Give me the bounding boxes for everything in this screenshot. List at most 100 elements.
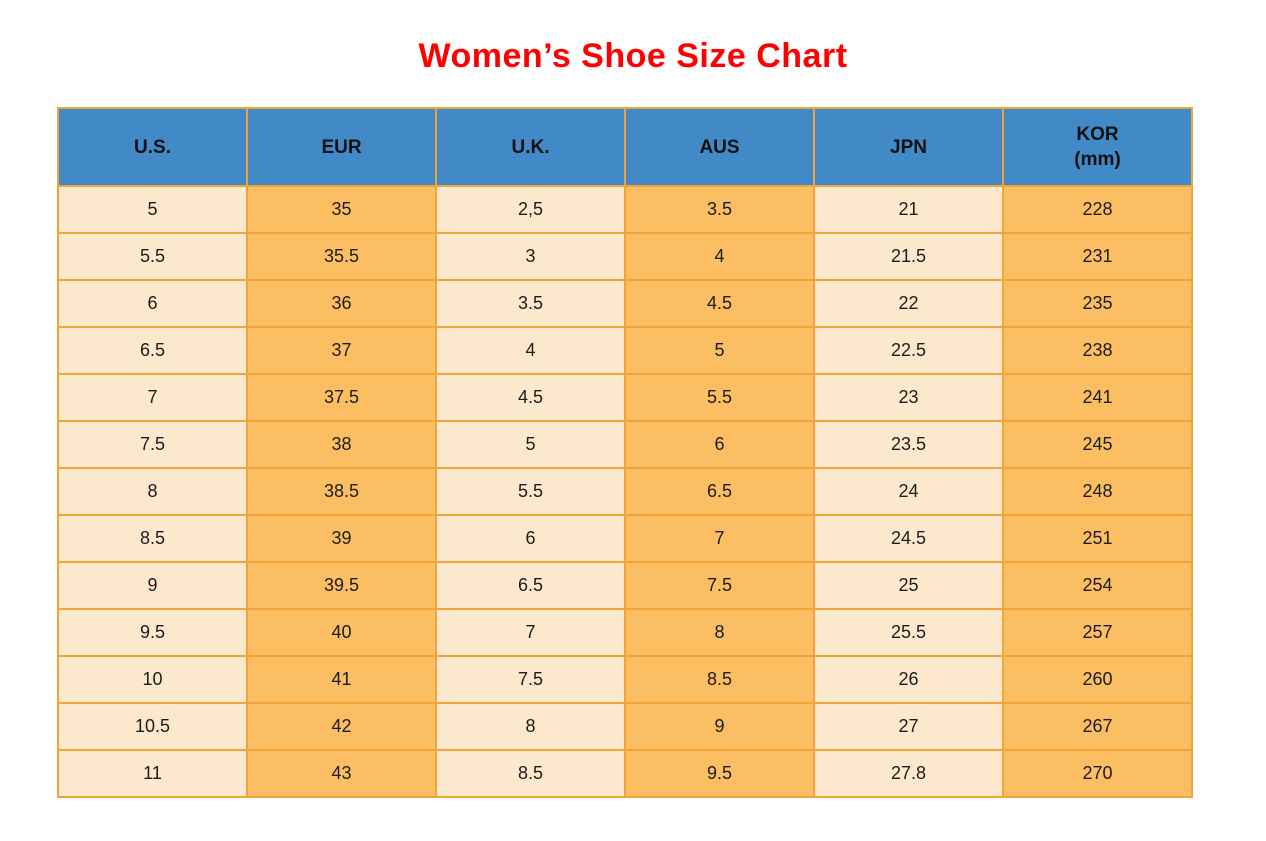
table-cell: 27	[813, 702, 1004, 751]
table-cell: 35.5	[246, 232, 437, 281]
table-cell: 6.5	[57, 326, 248, 375]
table-cell: 4.5	[624, 279, 815, 328]
table-cell: 5	[624, 326, 815, 375]
table-cell: 38	[246, 420, 437, 469]
table-cell: 231	[1002, 232, 1193, 281]
table-row: 5 35 2,5 3.5 21 228	[57, 185, 1193, 234]
table-cell: 39	[246, 514, 437, 563]
table-row: 6.5 37 4 5 22.5 238	[57, 326, 1193, 375]
table-row: 7.5 38 5 6 23.5 245	[57, 420, 1193, 469]
table-cell: 22	[813, 279, 1004, 328]
table-cell: 5	[435, 420, 626, 469]
table-row: 11 43 8.5 9.5 27.8 270	[57, 749, 1193, 798]
table-cell: 8.5	[624, 655, 815, 704]
table-cell: 23	[813, 373, 1004, 422]
table-cell: 36	[246, 279, 437, 328]
column-header-aus: AUS	[624, 107, 815, 187]
table-cell: 5.5	[57, 232, 248, 281]
table-cell: 21.5	[813, 232, 1004, 281]
table-cell: 6	[57, 279, 248, 328]
table-cell: 6.5	[624, 467, 815, 516]
column-header-label: U.S.	[134, 136, 171, 158]
table-cell: 235	[1002, 279, 1193, 328]
table-cell: 8.5	[57, 514, 248, 563]
table-cell: 5	[57, 185, 248, 234]
table-cell: 35	[246, 185, 437, 234]
table-cell: 4.5	[435, 373, 626, 422]
table-cell: 251	[1002, 514, 1193, 563]
table-cell: 8	[624, 608, 815, 657]
table-cell: 4	[624, 232, 815, 281]
table-cell: 228	[1002, 185, 1193, 234]
table-row: 6 36 3.5 4.5 22 235	[57, 279, 1193, 328]
column-header-uk: U.K.	[435, 107, 626, 187]
page-title: Women’s Shoe Size Chart	[418, 37, 848, 75]
table-cell: 257	[1002, 608, 1193, 657]
table-row: 8.5 39 6 7 24.5 251	[57, 514, 1193, 563]
table-cell: 38.5	[246, 467, 437, 516]
table-cell: 245	[1002, 420, 1193, 469]
column-header-label: U.K.	[511, 136, 550, 158]
table-cell: 3.5	[624, 185, 815, 234]
column-header-label-line1: KOR	[1076, 124, 1119, 145]
table-cell: 8	[57, 467, 248, 516]
table-cell: 11	[57, 749, 248, 798]
table-cell: 7.5	[624, 561, 815, 610]
column-header-label: JPN	[890, 136, 927, 158]
table-cell: 42	[246, 702, 437, 751]
table-cell: 37	[246, 326, 437, 375]
table-cell: 6	[435, 514, 626, 563]
table-row: 10.5 42 8 9 27 267	[57, 702, 1193, 751]
table-cell: 2,5	[435, 185, 626, 234]
table-cell: 3	[435, 232, 626, 281]
table-cell: 23.5	[813, 420, 1004, 469]
table-cell: 4	[435, 326, 626, 375]
table-cell: 9.5	[57, 608, 248, 657]
table-cell: 7	[57, 373, 248, 422]
column-header-us: U.S.	[57, 107, 248, 187]
column-header-eur: EUR	[246, 107, 437, 187]
table-cell: 39.5	[246, 561, 437, 610]
table-cell: 24.5	[813, 514, 1004, 563]
table-cell: 7.5	[435, 655, 626, 704]
table-cell: 238	[1002, 326, 1193, 375]
table-cell: 26	[813, 655, 1004, 704]
header-row: U.S. EUR U.K. AUS JPN KOR	[57, 107, 1193, 187]
table-cell: 25.5	[813, 608, 1004, 657]
table-cell: 43	[246, 749, 437, 798]
table-cell: 8	[435, 702, 626, 751]
table-cell: 9	[624, 702, 815, 751]
table-cell: 270	[1002, 749, 1193, 798]
table-cell: 10	[57, 655, 248, 704]
table-cell: 27.8	[813, 749, 1004, 798]
column-header-label: EUR	[321, 136, 362, 158]
table-cell: 10.5	[57, 702, 248, 751]
column-header-kor: KOR (mm)	[1002, 107, 1193, 187]
table-cell: 9	[57, 561, 248, 610]
table-cell: 3.5	[435, 279, 626, 328]
table-row: 10 41 7.5 8.5 26 260	[57, 655, 1193, 704]
table-cell: 25	[813, 561, 1004, 610]
table-cell: 267	[1002, 702, 1193, 751]
table-cell: 260	[1002, 655, 1193, 704]
table-cell: 24	[813, 467, 1004, 516]
table-cell: 5.5	[435, 467, 626, 516]
table-cell: 7.5	[57, 420, 248, 469]
table-cell: 7	[624, 514, 815, 563]
column-header-jpn: JPN	[813, 107, 1004, 187]
table-cell: 6	[624, 420, 815, 469]
table-cell: 37.5	[246, 373, 437, 422]
column-header-label: AUS	[699, 136, 740, 158]
shoe-size-table: U.S. EUR U.K. AUS JPN KOR	[57, 107, 1193, 798]
table-cell: 9.5	[624, 749, 815, 798]
table-cell: 21	[813, 185, 1004, 234]
table-cell: 40	[246, 608, 437, 657]
table-cell: 22.5	[813, 326, 1004, 375]
table-row: 5.5 35.5 3 4 21.5 231	[57, 232, 1193, 281]
table-cell: 6.5	[435, 561, 626, 610]
table-row: 7 37.5 4.5 5.5 23 241	[57, 373, 1193, 422]
table-row: 9.5 40 7 8 25.5 257	[57, 608, 1193, 657]
table-header: U.S. EUR U.K. AUS JPN KOR	[57, 107, 1193, 187]
table-row: 9 39.5 6.5 7.5 25 254	[57, 561, 1193, 610]
